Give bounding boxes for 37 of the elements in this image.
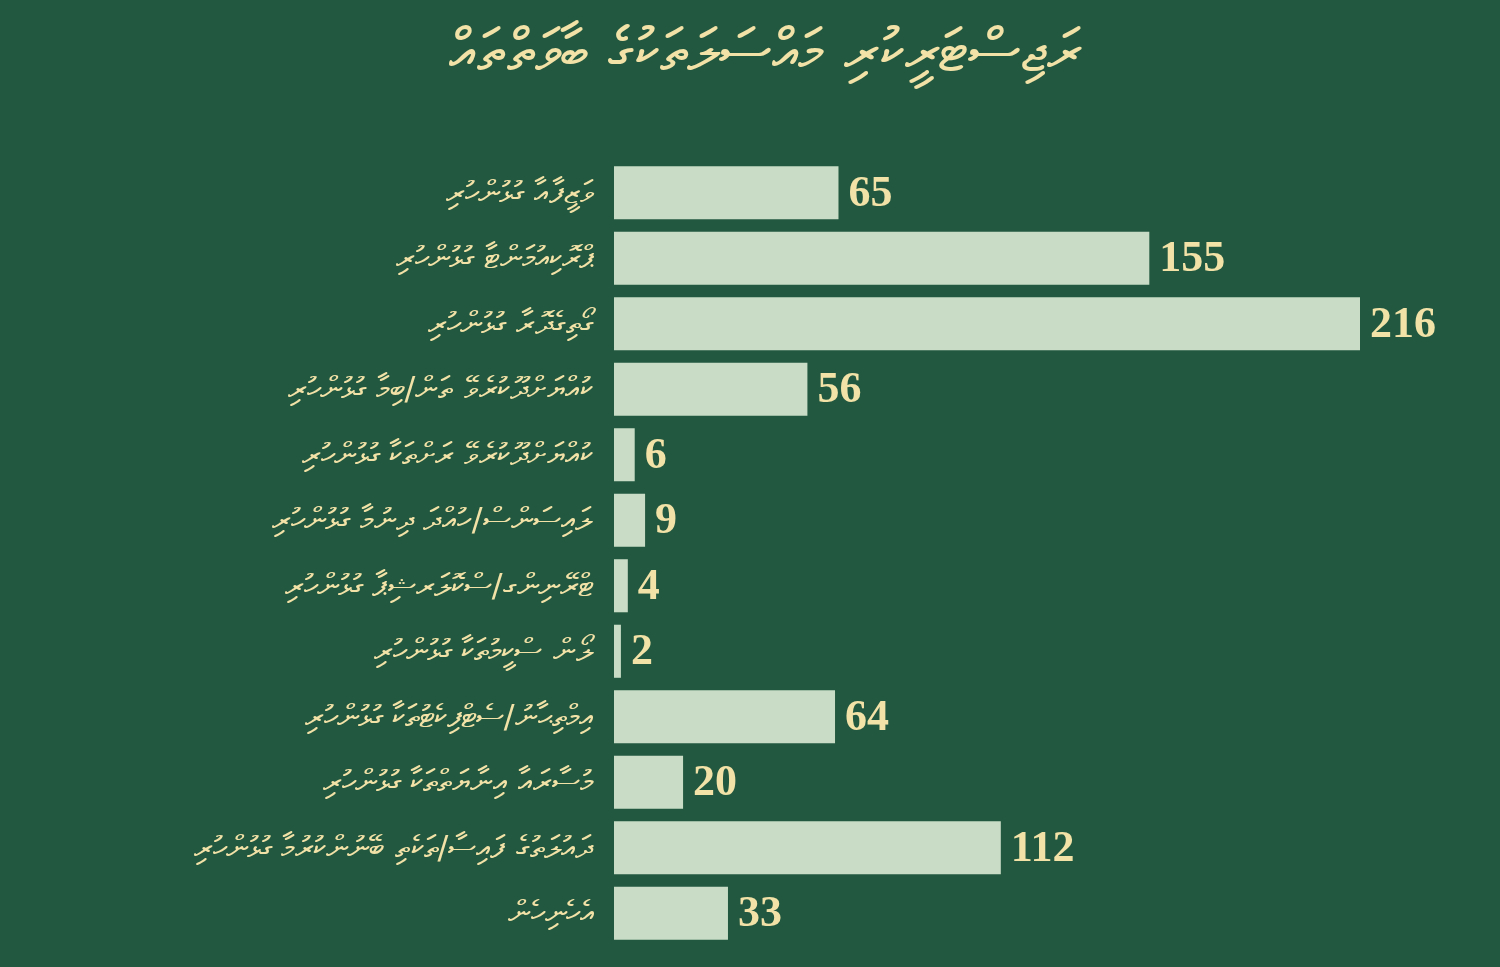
bar bbox=[614, 297, 1360, 351]
bar bbox=[614, 362, 808, 416]
data-label: 216 bbox=[1370, 297, 1436, 347]
bar bbox=[614, 755, 684, 809]
y-tick-label: ދައުލަތުގެ ފައިސާ/ތަކެތި ބޭނުންކުރުމާ ގުޅުންހުރި bbox=[194, 827, 594, 866]
data-label: 2 bbox=[630, 625, 653, 675]
y-tick-label: ކުއްޔަށްދޫކުރެވޭ ތަން/ބިމާ ގުޅުންހުރި bbox=[288, 369, 593, 408]
y-tick-label: އެހެނިހެން bbox=[507, 893, 595, 932]
bar bbox=[614, 821, 1001, 875]
data-label: 6 bbox=[644, 428, 667, 478]
bar bbox=[614, 428, 635, 482]
chart-title: ރަޖިސްޓަރީކުރި މައްސަލަތަކުގެ ބާވަތްތައް bbox=[448, 15, 1082, 89]
data-label: 155 bbox=[1159, 232, 1226, 282]
data-label: 33 bbox=[737, 887, 782, 937]
y-tick-label: ލައިސަންސް/ހުއްދަ ދިނުމާ ގުޅުންހުރި bbox=[272, 500, 593, 539]
y-tick-label: މުސާރައާ އިނާޔަތްތަކާ ގުޅުންހުރި bbox=[323, 762, 594, 801]
data-label: 65 bbox=[848, 166, 893, 216]
bar bbox=[614, 624, 621, 678]
data-label: 64 bbox=[845, 690, 890, 740]
bar bbox=[614, 493, 646, 547]
y-tick-label: އިމްތިޙާނު/ސެޓްފިކެޓުތަކާ ގުޅުންހުރި bbox=[304, 696, 594, 735]
y-tick-label: ލޯން ސްކީމުތަކާ ގުޅުންހުރި bbox=[374, 631, 595, 672]
bar bbox=[614, 559, 628, 613]
bar bbox=[614, 690, 836, 744]
bar bbox=[614, 886, 728, 940]
bar bbox=[614, 231, 1150, 285]
bar bbox=[614, 166, 839, 220]
y-tick-label: ޕްރޮކިއުމަންޓާ ގުޅުންހުރި bbox=[396, 238, 595, 277]
data-label: 20 bbox=[693, 756, 738, 806]
y-tick-label: ވަޒީފާއާ ގުޅުންހުރި bbox=[446, 172, 595, 213]
data-label: 9 bbox=[655, 494, 678, 544]
data-label: 4 bbox=[637, 559, 660, 609]
data-label: 112 bbox=[1010, 821, 1075, 871]
y-tick-label: ކުއްޔަށްދޫކުރެވޭ ރަށްތަކާ ގުޅުންހުރި bbox=[302, 434, 593, 473]
data-label: 56 bbox=[817, 363, 862, 413]
y-tick-label: ގޯތިގެދޮރާ ގުޅުންހުރި bbox=[428, 303, 596, 342]
y-tick-label: ޓްރޭނިންގ/ސްކޮލަރޝިޕާ ގުޅުންހުރި bbox=[284, 565, 594, 604]
